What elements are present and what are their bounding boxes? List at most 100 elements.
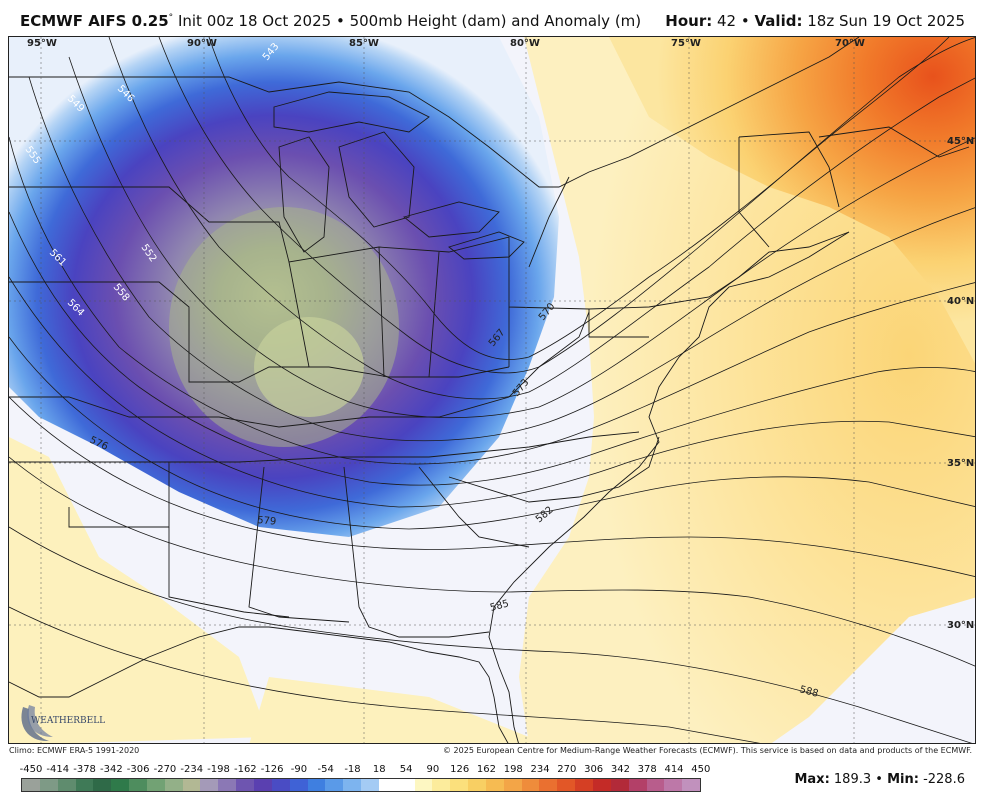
copyright-note: © 2025 European Centre for Medium-Range … bbox=[443, 746, 972, 755]
colorbar-swatch bbox=[682, 779, 701, 791]
colorbar-tick-label: 378 bbox=[637, 764, 657, 775]
lon-label-75w: 75°W bbox=[671, 38, 701, 49]
colorbar-tick-label: -306 bbox=[126, 764, 150, 775]
colorbar-tick-label: 234 bbox=[530, 764, 550, 775]
colorbar-swatch bbox=[432, 779, 451, 791]
colorbar-swatch bbox=[664, 779, 683, 791]
colorbar-swatch bbox=[646, 779, 665, 791]
degree-mark: ° bbox=[168, 13, 174, 23]
max-label: Max: bbox=[794, 772, 830, 787]
anomaly-warm-southwest bbox=[9, 437, 269, 743]
colorbar-tick-label: 414 bbox=[664, 764, 684, 775]
colorbar-tick-label: 162 bbox=[476, 764, 496, 775]
model-name: ECMWF AIFS 0.25 bbox=[20, 12, 169, 30]
colorbar-swatch bbox=[539, 779, 558, 791]
colorbar-swatch bbox=[57, 779, 76, 791]
colorbar-tick-label: -162 bbox=[233, 764, 257, 775]
colorbar-swatch bbox=[521, 779, 540, 791]
colorbar-tick-label: -198 bbox=[207, 764, 230, 775]
colorbar-tick-label: -378 bbox=[73, 764, 96, 775]
forecast-map: 95°W 90°W 85°W 80°W 75°W 70°W 45°N 40°N … bbox=[8, 36, 976, 744]
climo-note: Climo: ECMWF ERA-5 1991-2020 bbox=[9, 746, 140, 755]
colorbar-swatch bbox=[22, 779, 40, 791]
colorbar-tick-label: -414 bbox=[46, 764, 70, 775]
colorbar-swatch bbox=[182, 779, 201, 791]
colorbar-tick-label: -18 bbox=[344, 764, 361, 775]
contour-label-585: 585 bbox=[489, 598, 510, 614]
contour-label-579: 579 bbox=[257, 515, 277, 528]
stats-separator: • bbox=[875, 772, 883, 787]
colorbar-swatch bbox=[575, 779, 593, 791]
colorbar-swatch bbox=[129, 779, 147, 791]
lat-label-40n: 40°N bbox=[947, 296, 974, 307]
colorbar-tick-label: 198 bbox=[503, 764, 523, 775]
hour-value: 42 bbox=[717, 12, 737, 30]
map-title: ECMWF AIFS 0.25° Init 00z 18 Oct 2025 • … bbox=[20, 12, 641, 30]
colorbar-swatch bbox=[200, 779, 219, 791]
lon-label-70w: 70°W bbox=[835, 38, 865, 49]
lat-label-30n: 30°N bbox=[947, 620, 974, 631]
field-description: 500mb Height (dam) and Anomaly (m) bbox=[349, 12, 642, 30]
lon-label-95w: 95°W bbox=[27, 38, 57, 49]
anomaly-colorbar: -450 -414 -378 -342 -306 -270 -234 -198 -162 -126… bbox=[19, 764, 711, 792]
colorbar-swatch bbox=[378, 779, 397, 791]
colorbar-swatch bbox=[450, 779, 469, 791]
colorbar-tick-label: -54 bbox=[317, 764, 334, 775]
colorbar-swatch bbox=[610, 779, 629, 791]
colorbar-swatch bbox=[414, 779, 433, 791]
colorbar-tick-label: 450 bbox=[691, 764, 711, 775]
header-bar: ECMWF AIFS 0.25° Init 00z 18 Oct 2025 • … bbox=[0, 0, 984, 36]
colorbar-swatch bbox=[289, 779, 308, 791]
colorbar-tick-label: 90 bbox=[426, 764, 440, 775]
colorbar-tick-label: 306 bbox=[584, 764, 604, 775]
min-label: Min: bbox=[887, 772, 919, 787]
colorbar-swatch bbox=[236, 779, 254, 791]
colorbar-tick-label: -450 bbox=[19, 764, 43, 775]
colorbar-tick-label: -342 bbox=[100, 764, 123, 775]
max-value: 189.3 bbox=[833, 772, 872, 787]
colorbar-swatch bbox=[111, 779, 130, 791]
anomaly-ridge-northeast bbox=[609, 37, 975, 364]
colorbar-swatch bbox=[628, 779, 647, 791]
colorbar-tick-label: -234 bbox=[180, 764, 204, 775]
colorbar-tick-label: -270 bbox=[153, 764, 177, 775]
lat-label-45n: 45°N bbox=[947, 136, 974, 147]
colorbar-swatch bbox=[557, 779, 576, 791]
colorbar-tick-label: -126 bbox=[260, 764, 284, 775]
colorbar-swatch bbox=[93, 779, 112, 791]
colorbar-swatch bbox=[396, 779, 415, 791]
colorbar-swatch bbox=[75, 779, 94, 791]
colorbar-swatch bbox=[218, 779, 237, 791]
max-min-stats: Max: 189.3 • Min: -228.6 bbox=[794, 772, 965, 787]
lon-label-85w: 85°W bbox=[349, 38, 379, 49]
lon-label-80w: 80°W bbox=[510, 38, 540, 49]
colorbar-swatches bbox=[21, 778, 701, 792]
height-contours bbox=[9, 37, 975, 743]
colorbar-swatch bbox=[325, 779, 344, 791]
valid-separator: • bbox=[740, 12, 750, 30]
colorbar-swatch bbox=[343, 779, 362, 791]
lat-label-35n: 35°N bbox=[947, 458, 974, 469]
political-borders bbox=[9, 37, 970, 743]
colorbar-swatch bbox=[164, 779, 183, 791]
valid-time: 18z Sun 19 Oct 2025 bbox=[807, 12, 965, 30]
contour-label-588: 588 bbox=[798, 684, 819, 700]
init-time: Init 00z 18 Oct 2025 bbox=[177, 12, 332, 30]
weatherbell-logo: WEATHERBELL bbox=[21, 705, 105, 742]
anomaly-warm-gulf bbox=[249, 677, 529, 743]
colorbar-ticks: -450 -414 -378 -342 -306 -270 -234 -198 -162 -126… bbox=[19, 764, 711, 778]
weatherbell-logo-text: WEATHERBELL bbox=[31, 716, 105, 726]
colorbar-swatch bbox=[361, 779, 379, 791]
colorbar-swatch bbox=[253, 779, 272, 791]
latitude-labels: 45°N 40°N 35°N 30°N bbox=[947, 136, 974, 631]
colorbar-swatch bbox=[485, 779, 504, 791]
colorbar-tick-label: 126 bbox=[450, 764, 470, 775]
colorbar-tick-label: -90 bbox=[290, 764, 308, 775]
title-separator: • bbox=[335, 12, 345, 30]
colorbar-swatch bbox=[468, 779, 486, 791]
colorbar-swatch bbox=[307, 779, 326, 791]
colorbar-tick-label: 18 bbox=[372, 764, 386, 775]
colorbar-tick-label: 54 bbox=[399, 764, 413, 775]
colorbar-tick-label: 342 bbox=[610, 764, 630, 775]
map-canvas: 95°W 90°W 85°W 80°W 75°W 70°W 45°N 40°N … bbox=[9, 37, 975, 743]
